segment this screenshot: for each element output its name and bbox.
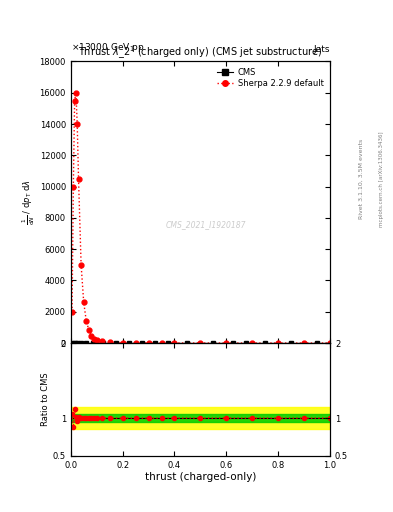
Title: Thrust $\lambda\_2^1$ (charged only) (CMS jet substructure): Thrust $\lambda\_2^1$ (charged only) (CM… xyxy=(78,45,323,61)
Text: CMS_2021_I1920187: CMS_2021_I1920187 xyxy=(165,220,246,229)
Text: $\times$13000 GeV pp: $\times$13000 GeV pp xyxy=(71,41,144,54)
Text: Rivet 3.1.10, 3.5M events: Rivet 3.1.10, 3.5M events xyxy=(359,139,364,219)
Text: Jets: Jets xyxy=(314,45,330,54)
X-axis label: thrust (charged-only): thrust (charged-only) xyxy=(145,472,256,482)
Y-axis label: $\frac{1}{\mathrm{d}N}\ /\ \mathrm{d}p_\mathrm{T}\ \mathrm{d}\lambda$: $\frac{1}{\mathrm{d}N}\ /\ \mathrm{d}p_\… xyxy=(20,179,37,225)
Text: mcplots.cern.ch [arXiv:1306.3436]: mcplots.cern.ch [arXiv:1306.3436] xyxy=(379,132,384,227)
Legend: CMS, Sherpa 2.2.9 default: CMS, Sherpa 2.2.9 default xyxy=(214,66,326,90)
Y-axis label: Ratio to CMS: Ratio to CMS xyxy=(41,373,50,426)
